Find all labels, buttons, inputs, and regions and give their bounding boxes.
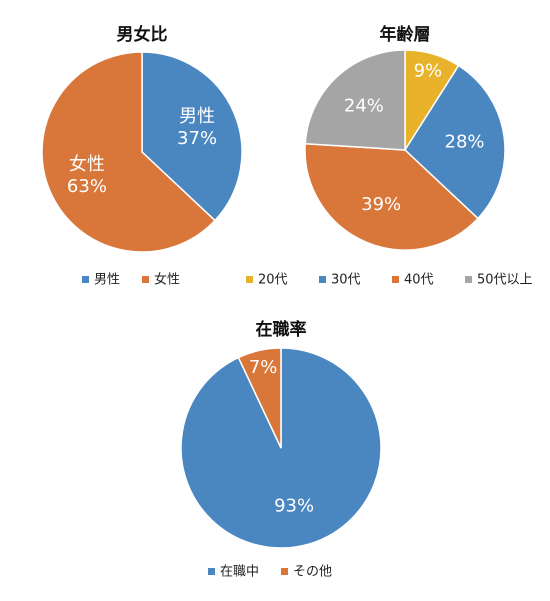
data-label: 93% bbox=[274, 496, 314, 517]
data-label: 28% bbox=[445, 131, 485, 152]
legend-swatch bbox=[281, 568, 288, 575]
data-label: 63% bbox=[67, 176, 107, 197]
pie-slice bbox=[404, 64, 506, 220]
chart-title: 在職率 bbox=[256, 319, 307, 340]
legend-swatch bbox=[82, 276, 89, 283]
chart-title: 男女比 bbox=[117, 24, 168, 45]
legend-label: 30代 bbox=[331, 273, 361, 288]
chart-title: 年齢層 bbox=[380, 24, 431, 45]
legend-label: 女性 bbox=[154, 272, 180, 288]
data-label: 39% bbox=[361, 194, 401, 215]
legend-label: 20代 bbox=[258, 273, 288, 288]
legend-swatch bbox=[465, 276, 472, 283]
data-label: 37% bbox=[177, 128, 217, 149]
data-label: 9% bbox=[414, 60, 443, 81]
legend-label: 50代以上 bbox=[477, 273, 533, 288]
data-label: 24% bbox=[344, 95, 384, 116]
pie-slice bbox=[237, 347, 282, 449]
legend-swatch bbox=[142, 276, 149, 283]
pie-slice bbox=[304, 142, 479, 251]
data-label: 7% bbox=[249, 357, 278, 378]
legend-swatch bbox=[392, 276, 399, 283]
legend-label: 在職中 bbox=[220, 565, 259, 580]
pie-slice bbox=[41, 51, 216, 253]
legend-swatch bbox=[208, 568, 215, 575]
legend-label: その他 bbox=[293, 565, 332, 580]
legend-label: 男性 bbox=[94, 273, 120, 288]
pie-slice bbox=[141, 51, 243, 222]
legend-swatch bbox=[319, 276, 326, 283]
data-label-category: 女性 bbox=[69, 154, 105, 175]
legend-label: 40代 bbox=[404, 273, 434, 288]
pie-slice bbox=[304, 49, 406, 151]
data-label-category: 男性 bbox=[179, 106, 215, 127]
legend-swatch bbox=[246, 276, 253, 283]
